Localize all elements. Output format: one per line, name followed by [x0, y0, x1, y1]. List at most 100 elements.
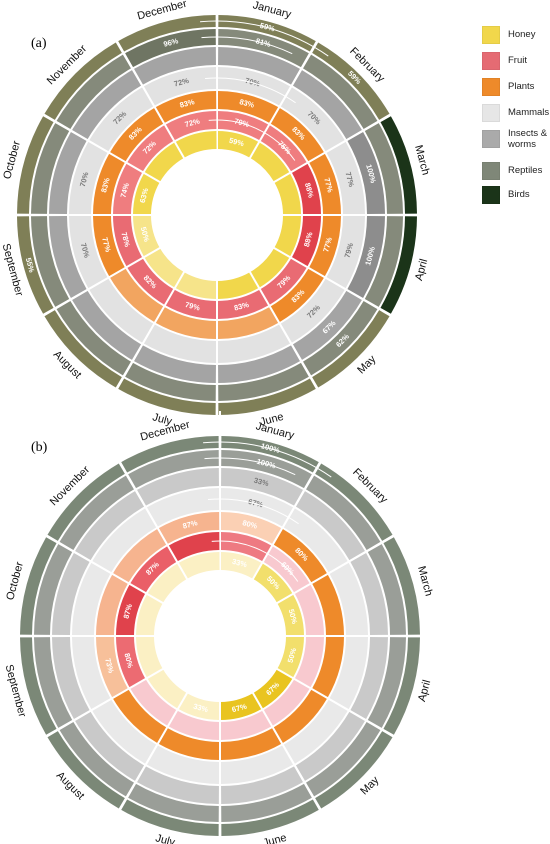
ring-segment — [136, 636, 163, 678]
legend-label-reptiles: Reptiles — [508, 165, 543, 176]
legend-label-mammals: Mammals — [508, 107, 550, 118]
ring-segment — [273, 529, 327, 583]
legend-swatch-mammals — [482, 104, 500, 122]
ring-segment — [383, 637, 420, 735]
ring-segment — [220, 745, 294, 784]
ring-segment — [220, 728, 282, 760]
ring-segment — [59, 722, 134, 797]
percentage-label: 77% — [100, 236, 113, 253]
ring-segment — [283, 508, 348, 573]
month-divider — [103, 269, 186, 411]
ring-segment — [130, 679, 177, 726]
ring-segment — [143, 324, 217, 363]
honey-swatch — [482, 26, 500, 44]
ring-segment — [168, 532, 220, 562]
ring-segment — [89, 87, 154, 152]
ring-segment — [220, 693, 262, 720]
ring-segment — [113, 529, 167, 583]
period-arrow — [203, 441, 332, 478]
ring-segment — [144, 248, 184, 288]
legend-swatch-insects — [482, 130, 500, 148]
ring-segment — [113, 215, 143, 267]
ring-segment — [155, 307, 217, 339]
ring-segment — [367, 637, 406, 728]
ring-segment — [47, 463, 125, 541]
ring-segment — [253, 563, 293, 603]
percentage-label: 87% — [182, 518, 199, 531]
ring-segment — [155, 91, 217, 123]
ring-segment — [291, 163, 321, 215]
month-label: June — [259, 411, 285, 429]
ring-segment — [92, 508, 157, 573]
ring-segment — [31, 123, 70, 214]
ring-segment — [110, 108, 164, 162]
ring-segment — [127, 125, 174, 172]
ring-segment — [220, 532, 272, 562]
ring-segment — [72, 562, 111, 636]
ring-segment — [133, 173, 160, 215]
month-divider — [274, 667, 416, 750]
ring-segment — [221, 799, 319, 836]
ring-segment — [96, 636, 128, 698]
ring-segment — [367, 544, 406, 635]
ring-segment — [303, 54, 378, 129]
ring-segment — [217, 67, 291, 106]
ring-segment — [137, 468, 219, 506]
ring-segment — [113, 163, 143, 215]
ring-segment — [364, 123, 403, 214]
month-divider — [103, 19, 186, 161]
percentage-label: 74% — [118, 182, 131, 199]
ring-segment — [92, 699, 157, 764]
ring-segment — [217, 272, 259, 299]
percentage-label: 83% — [238, 97, 255, 110]
ring-segment — [158, 728, 220, 760]
reptiles-swatch — [482, 162, 500, 180]
month-divider — [24, 522, 166, 605]
month-label: January — [251, 0, 292, 21]
percentage-label: 87% — [121, 603, 134, 620]
ring-segment — [217, 289, 269, 319]
month-label: October — [1, 139, 23, 180]
ring-segment — [128, 450, 219, 489]
ring-segment — [128, 783, 219, 822]
ring-segment — [218, 15, 316, 52]
ring-segment — [146, 488, 220, 527]
percentage-label: 88% — [302, 231, 315, 248]
ring-segment — [347, 216, 385, 298]
ring-segment — [56, 54, 131, 129]
birds-swatch — [482, 186, 500, 204]
ring-segment — [270, 268, 324, 322]
ring-segment — [136, 594, 163, 636]
ring-segment — [250, 142, 290, 182]
ring-segment — [165, 289, 217, 319]
legend-swatch-reptiles — [482, 162, 500, 180]
ring-segment — [277, 636, 304, 678]
ring-segment — [329, 636, 368, 710]
month-label: April — [413, 258, 430, 282]
ring-segment — [274, 173, 301, 215]
percentage-label: 55% — [24, 257, 37, 274]
ring-segment — [380, 216, 417, 314]
legend-swatch-fruit — [482, 52, 500, 70]
ring-segment — [217, 131, 259, 158]
month-label: October — [4, 560, 26, 601]
ring-segment — [34, 544, 73, 635]
legend-swatch-birds — [482, 186, 500, 204]
ring-segment — [260, 258, 307, 305]
ring-segment — [329, 562, 368, 636]
month-divider — [106, 690, 189, 832]
percentage-label: 72% — [184, 116, 201, 129]
legend-label-fruit: Fruit — [508, 55, 527, 66]
ring-segment — [280, 278, 345, 343]
ring-segment — [93, 153, 125, 215]
month-label: April — [416, 679, 433, 703]
ring-segment — [217, 111, 269, 141]
ring-segment — [292, 70, 362, 140]
ring-segment — [315, 731, 393, 809]
ring-segment — [220, 710, 272, 740]
ring-segment — [350, 637, 388, 719]
ring-segment — [220, 488, 294, 527]
ring-segment — [52, 637, 90, 719]
ring-segment — [134, 345, 216, 383]
ring-segment — [113, 689, 167, 743]
